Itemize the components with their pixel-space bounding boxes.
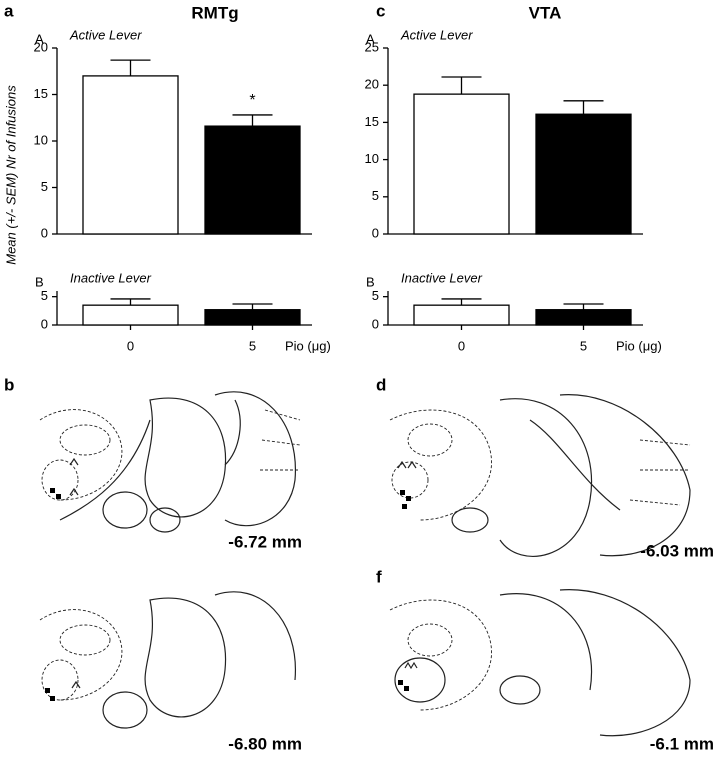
panel-letter: b	[4, 375, 14, 394]
panel-letter: a	[4, 1, 14, 20]
atlas-section	[39, 591, 296, 729]
y-tick-label: 20	[34, 39, 48, 54]
panel-letter: f	[376, 567, 382, 586]
section-label: -6.03 mm	[640, 541, 714, 560]
bar	[204, 309, 301, 326]
x-axis-label: Pio (μg)	[285, 338, 331, 353]
x-tick-label: 5	[580, 338, 587, 353]
atlas-section	[389, 589, 691, 737]
section-label: -6.72 mm	[228, 532, 302, 551]
bar	[82, 75, 179, 235]
section-label: -6.1 mm	[650, 734, 714, 753]
subplot-label: A	[35, 31, 44, 46]
subplot-label: B	[366, 274, 375, 289]
subplot-title: Active Lever	[400, 27, 473, 42]
significance-mark: *	[249, 92, 255, 109]
bar	[82, 304, 179, 326]
subplot-label: A	[366, 31, 375, 46]
bar	[204, 125, 301, 235]
atlas-section	[39, 391, 301, 533]
x-tick-label: 5	[249, 338, 256, 353]
y-tick-label: 0	[372, 225, 379, 240]
subplot-title: Inactive Lever	[401, 270, 483, 285]
y-tick-label: 0	[372, 316, 379, 331]
panel-title: RMTg	[191, 3, 238, 22]
y-tick-label: 15	[365, 114, 379, 129]
bar	[535, 113, 632, 235]
section-label: -6.80 mm	[228, 734, 302, 753]
bar	[413, 304, 510, 326]
x-tick-label: 0	[127, 338, 134, 353]
y-tick-label: 5	[372, 288, 379, 303]
panel-letter: d	[376, 375, 386, 394]
atlas-drawings	[39, 391, 691, 737]
x-tick-label: 0	[458, 338, 465, 353]
bar	[413, 93, 510, 235]
y-tick-label: 20	[365, 77, 379, 92]
panel-title: VTA	[529, 3, 562, 22]
y-tick-label: 0	[41, 225, 48, 240]
subplot-title: Inactive Lever	[70, 270, 152, 285]
panel-letter: c	[376, 1, 385, 20]
y-tick-label: 5	[41, 288, 48, 303]
y-tick-label: 10	[365, 151, 379, 166]
bar	[535, 309, 632, 326]
y-tick-label: 10	[34, 132, 48, 147]
y-tick-label: 0	[41, 316, 48, 331]
x-axis-label: Pio (μg)	[616, 338, 662, 353]
atlas-section	[389, 394, 691, 557]
y-tick-label: 5	[41, 179, 48, 194]
subplot-title: Active Lever	[69, 27, 142, 42]
y-tick-label: 15	[34, 86, 48, 101]
y-tick-label: 25	[365, 39, 379, 54]
y-axis-label: Mean (+/- SEM) Nr of Infusions	[3, 85, 18, 265]
subplot-label: B	[35, 274, 44, 289]
y-tick-label: 5	[372, 188, 379, 203]
